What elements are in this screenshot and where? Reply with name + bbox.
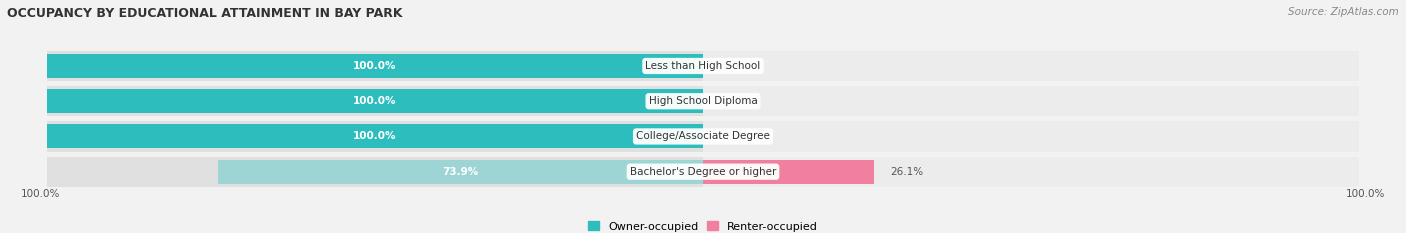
Bar bbox=[46, 86, 703, 116]
Legend: Owner-occupied, Renter-occupied: Owner-occupied, Renter-occupied bbox=[588, 221, 818, 232]
Text: 26.1%: 26.1% bbox=[890, 167, 924, 177]
Text: OCCUPANCY BY EDUCATIONAL ATTAINMENT IN BAY PARK: OCCUPANCY BY EDUCATIONAL ATTAINMENT IN B… bbox=[7, 7, 402, 20]
Text: 0.0%: 0.0% bbox=[723, 131, 749, 141]
Text: 100.0%: 100.0% bbox=[353, 61, 396, 71]
Bar bbox=[703, 121, 1360, 152]
Bar bbox=[218, 160, 703, 184]
Text: 100.0%: 100.0% bbox=[353, 131, 396, 141]
Bar bbox=[703, 86, 1360, 116]
Bar bbox=[46, 89, 703, 113]
Text: Bachelor's Degree or higher: Bachelor's Degree or higher bbox=[630, 167, 776, 177]
Text: 73.9%: 73.9% bbox=[443, 167, 478, 177]
Bar bbox=[703, 157, 1360, 187]
Text: Source: ZipAtlas.com: Source: ZipAtlas.com bbox=[1288, 7, 1399, 17]
Bar bbox=[46, 157, 703, 187]
Text: 0.0%: 0.0% bbox=[723, 96, 749, 106]
Text: 0.0%: 0.0% bbox=[723, 61, 749, 71]
Text: Less than High School: Less than High School bbox=[645, 61, 761, 71]
Text: College/Associate Degree: College/Associate Degree bbox=[636, 131, 770, 141]
Text: 100.0%: 100.0% bbox=[353, 96, 396, 106]
Bar bbox=[46, 54, 703, 78]
Bar bbox=[703, 51, 1360, 81]
Text: 100.0%: 100.0% bbox=[21, 188, 60, 199]
Text: High School Diploma: High School Diploma bbox=[648, 96, 758, 106]
Bar bbox=[703, 160, 875, 184]
Bar bbox=[46, 121, 703, 152]
Bar bbox=[46, 124, 703, 148]
Bar bbox=[46, 51, 703, 81]
Text: 100.0%: 100.0% bbox=[1346, 188, 1385, 199]
